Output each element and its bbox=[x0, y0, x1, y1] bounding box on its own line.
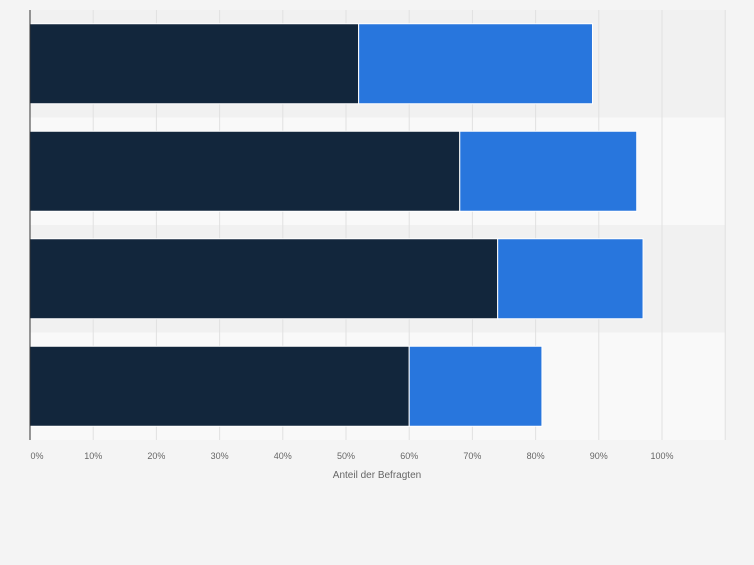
x-tick-label: 10% bbox=[84, 451, 102, 461]
x-tick-label: 60% bbox=[400, 451, 418, 461]
bar-segment-series-2 bbox=[358, 23, 593, 105]
x-tick-label: 90% bbox=[590, 451, 608, 461]
bar-segment-series-1 bbox=[29, 345, 410, 427]
bar-segment-series-1 bbox=[29, 23, 360, 105]
x-tick-label: 80% bbox=[527, 451, 545, 461]
x-tick-label: 20% bbox=[147, 451, 165, 461]
x-tick-label: 100% bbox=[650, 451, 673, 461]
x-tick-label: 40% bbox=[274, 451, 292, 461]
bar-segment-series-1 bbox=[29, 130, 461, 212]
x-axis-label: Anteil der Befragten bbox=[333, 470, 421, 481]
bar-segment-series-1 bbox=[29, 238, 499, 320]
bar-segment-series-2 bbox=[459, 130, 638, 212]
x-tick-label: 70% bbox=[463, 451, 481, 461]
bar-segment-series-2 bbox=[497, 238, 644, 320]
bar-segment-series-2 bbox=[408, 345, 543, 427]
x-tick-label: 0% bbox=[30, 451, 43, 461]
bars bbox=[29, 23, 644, 427]
x-tick-labels: 0% 10% 20% 30% 40% 50% 60% 70% 80% 90% 100% bbox=[30, 451, 673, 461]
x-tick-label: 50% bbox=[337, 451, 355, 461]
x-tick-label: 30% bbox=[211, 451, 229, 461]
